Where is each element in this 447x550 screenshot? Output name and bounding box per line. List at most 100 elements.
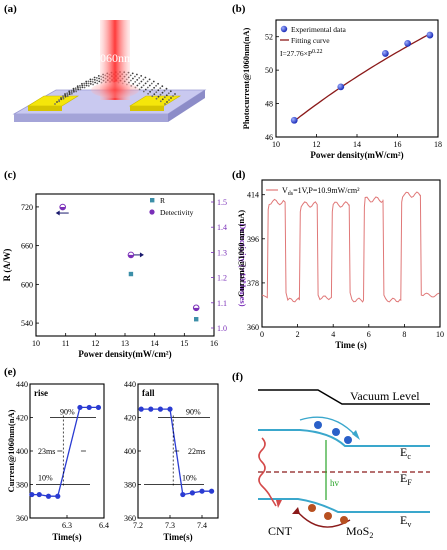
chart-b-legend-fit: Fitting curve: [291, 36, 330, 45]
chart-e-rise-data-point: [45, 493, 52, 499]
mos2-atom: [81, 82, 83, 85]
chart-b-data-point: [426, 31, 434, 39]
chart-b-ytick-label: 52: [265, 33, 273, 42]
mos2-atom: [54, 103, 56, 105]
mos2-atom: [161, 85, 164, 88]
mos2-atom: [68, 90, 71, 93]
mos2-atom: [66, 93, 69, 96]
chart-e-rise-label-90: 90%: [60, 408, 75, 417]
chart-d-ytick-label: 414: [247, 191, 259, 200]
chart-c-legend-marker-detectivity: [149, 209, 155, 215]
mos2-atom: [87, 82, 90, 85]
mos2-atom: [159, 93, 162, 96]
chart-e-fall-data-point: [180, 491, 186, 498]
chart-c-xtick-label: 15: [180, 339, 188, 348]
mos2-atom: [144, 76, 147, 79]
chart-e-rise-data-point: [95, 404, 102, 411]
chart-b-annotation-exponent: 0.22: [312, 49, 323, 55]
panel-label-f: (f): [232, 371, 243, 383]
mos2-atom: [132, 83, 135, 85]
chart-e-rise-data-point: [55, 493, 61, 499]
mos2-atom: [146, 86, 149, 89]
mos2-atom: [159, 87, 162, 90]
cnt-label: CNT: [268, 524, 293, 538]
mos2-atom: [60, 97, 62, 99]
mos2-atom: [138, 88, 141, 91]
chart-c-xlabel: Power density(mW/cm²): [78, 349, 171, 359]
chart-c-xtick-label: 16: [210, 339, 218, 348]
mos2-atom: [75, 90, 78, 93]
chart-d-xtick-label: 4: [331, 330, 335, 339]
ef-label: EF: [400, 471, 412, 487]
chart-e-fall-ytick-label: 360: [124, 514, 136, 523]
chart-b-data-point: [290, 116, 298, 124]
hole-1: [308, 504, 316, 512]
chart-c-ylabel: R (A/W): [2, 249, 12, 282]
mos2-atom: [62, 95, 64, 97]
chart-e-fall-ytick-label: 420: [124, 414, 136, 423]
mos2-atom: [150, 82, 153, 85]
mos2-atom: [132, 77, 134, 80]
mos2-atom: [93, 76, 96, 79]
chart-d-ytick-label: 360: [247, 323, 259, 332]
mos2-atom: [129, 74, 132, 77]
chart-c-detectivity-point-fill: [193, 307, 199, 311]
mos2-atom: [172, 95, 174, 97]
chart-b-xtick-label: 12: [313, 140, 321, 149]
mos2-atom: [138, 82, 141, 85]
electron-2: [332, 428, 340, 436]
chart-d-ytick-label: 378: [247, 279, 259, 288]
mos2-atom: [136, 79, 139, 81]
mos2-atom: [85, 80, 88, 83]
mos2-atom: [87, 80, 90, 83]
panel-label-c: (c): [4, 169, 17, 181]
mos2-atom: [153, 86, 156, 89]
mos2-atom: [79, 86, 82, 89]
mos2-atom: [163, 96, 166, 99]
chart-c-r-point: [194, 317, 199, 322]
mos2-atom: [70, 91, 73, 94]
mos2-atom: [81, 86, 84, 89]
chart-c-ytick-label: 540: [21, 319, 33, 328]
chart-e-fall-label-10: 10%: [182, 474, 197, 483]
mos2-atom: [73, 90, 75, 93]
electrode-right-front: [130, 106, 164, 111]
mos2-atom: [168, 99, 170, 101]
mos2-atom: [131, 72, 134, 75]
chart-c-r-point: [128, 271, 134, 277]
mos2-atom: [83, 82, 86, 85]
photon-wave: [258, 437, 277, 507]
mos2-atom: [166, 101, 168, 103]
chart-b-xtick-label: 18: [434, 140, 442, 149]
chart-d-photoresponse-curve: [261, 191, 440, 303]
mos2-atom: [64, 95, 67, 98]
chart-d-xlabel: Time (s): [335, 340, 367, 350]
chart-b-data-point: [404, 40, 412, 47]
chart-e-rise-ytick-label: 400: [16, 447, 28, 456]
chart-e-fall-ytick-label: 380: [124, 481, 136, 490]
mos2-atom: [95, 77, 98, 79]
mos2-atom: [72, 89, 75, 92]
mos2-atom: [96, 79, 98, 82]
mos2-atom: [76, 85, 79, 88]
mos2-atom: [83, 84, 86, 87]
mos2-atom: [157, 89, 160, 92]
mos2-atom: [152, 80, 155, 83]
chart-e-rise-ytick-label: 420: [16, 414, 28, 423]
chart-c-xtick-label: 10: [32, 339, 40, 348]
chart-e-rise-title: rise: [34, 388, 48, 398]
mos2-atom: [74, 87, 77, 90]
chart-e-fall-xtick-label: 7.4: [197, 521, 207, 530]
mos2-atom: [159, 100, 162, 103]
hv-label: hv: [330, 478, 340, 488]
mos2-atom: [151, 95, 154, 98]
mos2-atom: [140, 80, 143, 83]
chart-d-xtick-label: 2: [296, 330, 300, 339]
photon-arrowhead: [276, 500, 282, 508]
chart-c-ytick2-label: 1.1: [217, 299, 227, 308]
mos2-atom: [161, 98, 164, 101]
chart-c-ylabel2: Detectivity (×10⁹Jones): [238, 223, 248, 306]
mos2-atom: [167, 92, 170, 95]
